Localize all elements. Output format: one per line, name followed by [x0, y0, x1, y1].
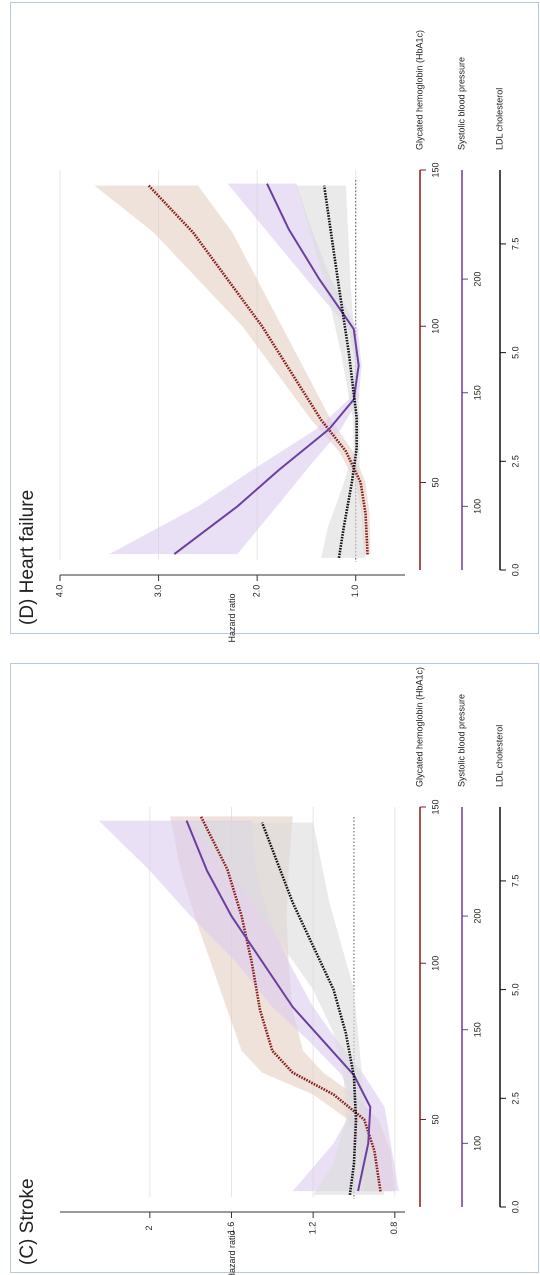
hazard-curve	[260, 822, 358, 1195]
x-tick-label: 200	[472, 909, 482, 924]
x-tick-label: 0.0	[510, 1201, 520, 1214]
x-tick-label: 5.0	[510, 983, 520, 996]
y-axis-label: Hazard ratio	[227, 1230, 237, 1275]
x-tick-label: 50	[430, 477, 440, 487]
x-tick-label: 7.5	[510, 875, 520, 888]
x-tick-label: 200	[472, 272, 482, 287]
confidence-band	[94, 185, 371, 555]
x-axis-label: Glycated hemoglobin (HbA1c)	[414, 30, 424, 150]
y-tick-label: 1.2	[308, 1222, 318, 1235]
x-axis-label: Systolic blood pressure	[456, 57, 466, 150]
x-tick-label: 50	[430, 1114, 440, 1124]
panel-border	[10, 2, 539, 634]
y-tick-label: 1.6	[226, 1222, 236, 1235]
x-tick-label: 2.5	[510, 455, 520, 468]
y-tick-label: 3.0	[153, 585, 163, 598]
x-axis-label: LDL cholesterol	[494, 725, 504, 787]
x-tick-label: 100	[430, 319, 440, 334]
x-tick-label: 5.0	[510, 346, 520, 359]
y-tick-label: 4.0	[54, 585, 64, 598]
x-tick-label: 7.5	[510, 238, 520, 251]
x-axis-label: LDL cholesterol	[494, 88, 504, 150]
y-tick-label: 0.8	[389, 1222, 399, 1235]
y-tick-label: 2	[144, 1225, 154, 1230]
hazard-curve	[173, 183, 360, 555]
x-tick-label: 150	[472, 385, 482, 400]
hazard-curve	[185, 820, 372, 1192]
x-tick-label: 150	[472, 1022, 482, 1037]
y-tick-label: 2.0	[252, 585, 262, 598]
panel-title: (C) Stroke	[17, 1178, 38, 1265]
panel-title: (D) Heart failure	[17, 490, 38, 625]
x-axis-label: Glycated hemoglobin (HbA1c)	[414, 667, 424, 787]
y-tick-label: 1.0	[350, 585, 360, 598]
x-tick-label: 100	[472, 1136, 482, 1151]
x-tick-label: 2.5	[510, 1092, 520, 1105]
x-tick-label: 150	[430, 799, 440, 814]
x-tick-label: 150	[430, 162, 440, 177]
hazard-curve	[322, 185, 358, 559]
x-tick-label: 0.0	[510, 564, 520, 577]
hazard-curve	[147, 184, 369, 555]
confidence-band	[109, 183, 362, 555]
y-axis-label: Hazard ratio	[227, 593, 237, 642]
x-tick-label: 100	[430, 956, 440, 971]
x-tick-label: 100	[472, 499, 482, 514]
panel-border	[10, 663, 539, 1273]
x-axis-label: Systolic blood pressure	[456, 694, 466, 787]
confidence-band	[296, 185, 366, 558]
hazard-curve	[199, 815, 382, 1192]
